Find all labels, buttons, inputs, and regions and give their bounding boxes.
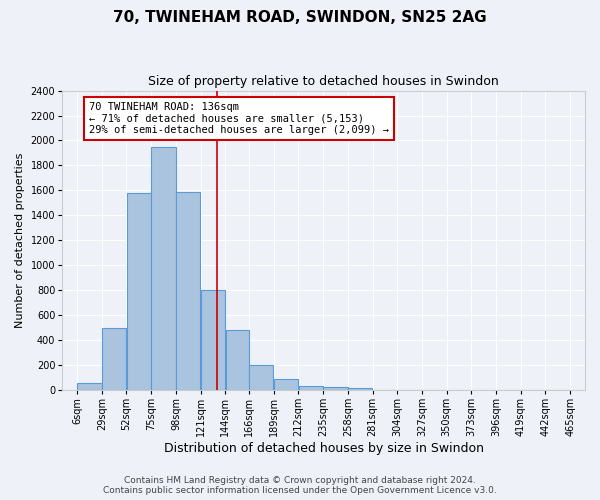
X-axis label: Distribution of detached houses by size in Swindon: Distribution of detached houses by size … [164, 442, 484, 455]
Bar [274, 379, 298, 390]
Bar [176, 192, 200, 390]
Title: Size of property relative to detached houses in Swindon: Size of property relative to detached ho… [148, 75, 499, 88]
Bar [201, 290, 225, 390]
Bar [323, 387, 347, 390]
Y-axis label: Number of detached properties: Number of detached properties [15, 152, 25, 328]
Bar [348, 388, 372, 390]
Text: 70 TWINEHAM ROAD: 136sqm
← 71% of detached houses are smaller (5,153)
29% of sem: 70 TWINEHAM ROAD: 136sqm ← 71% of detach… [89, 102, 389, 135]
Bar [127, 193, 151, 390]
Bar [102, 328, 126, 390]
Bar [77, 382, 101, 390]
Bar [151, 146, 176, 390]
Bar [226, 330, 249, 390]
Text: Contains HM Land Registry data © Crown copyright and database right 2024.
Contai: Contains HM Land Registry data © Crown c… [103, 476, 497, 495]
Bar [299, 386, 323, 390]
Bar [249, 365, 274, 390]
Text: 70, TWINEHAM ROAD, SWINDON, SN25 2AG: 70, TWINEHAM ROAD, SWINDON, SN25 2AG [113, 10, 487, 25]
